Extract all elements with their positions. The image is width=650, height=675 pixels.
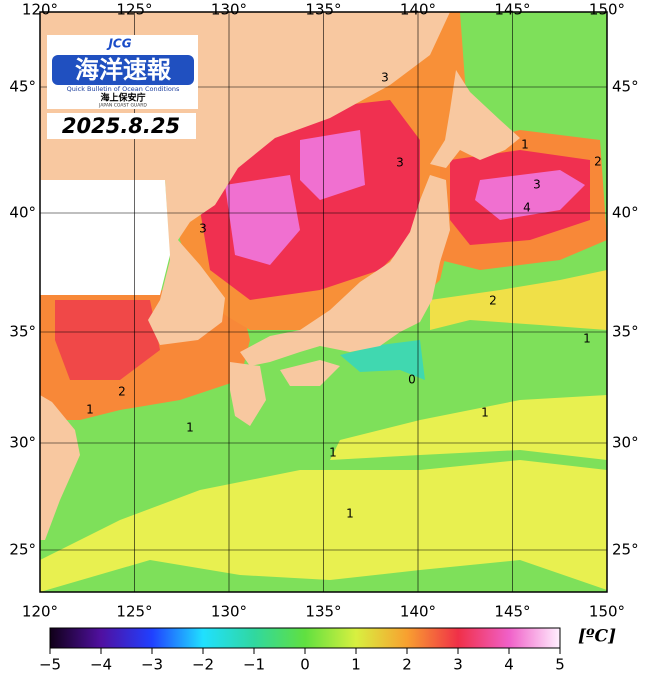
colorbar-tick-label: −4: [90, 656, 112, 674]
lat-label: 30°: [612, 434, 639, 452]
date: 2025.8.25: [62, 114, 180, 138]
lon-label: 135°: [305, 603, 341, 621]
sea-anomaly: [300, 130, 365, 200]
lat-label: 35°: [612, 323, 639, 341]
labels: 120°120°125°125°130°130°135°135°140°140°…: [9, 1, 638, 621]
land: [230, 362, 266, 426]
sea-anomaly: [430, 270, 607, 330]
lon-label: 125°: [116, 603, 152, 621]
contour-label: 1: [583, 332, 591, 346]
lon-label: 145°: [494, 1, 530, 19]
sea-anomaly: [55, 300, 160, 380]
sea-anomaly: [330, 395, 607, 460]
lon-label: 150°: [589, 1, 625, 19]
colorbar-tick-label: 0: [300, 656, 310, 674]
lat-label: 40°: [9, 204, 36, 222]
colorbar-tick-label: 3: [453, 656, 463, 674]
lon-label: 120°: [22, 603, 58, 621]
land: [430, 70, 520, 168]
lat-label: 25°: [612, 541, 639, 559]
contour-label: 3: [199, 222, 207, 236]
colorbar-tick-label: 2: [402, 656, 412, 674]
lon-label: 125°: [116, 1, 152, 19]
logo-title: 海洋速報: [75, 56, 172, 84]
logo-org-en: JAPAN COAST GUARD: [98, 103, 147, 109]
colorbar-tick-label: 4: [504, 656, 514, 674]
colorbar-tick-label: −2: [192, 656, 214, 674]
lon-label: 140°: [400, 603, 436, 621]
contour-label: 3: [533, 178, 541, 192]
contour-label: 4: [523, 201, 531, 215]
colorbar-unit: [ºC]: [578, 627, 616, 647]
contour-label: 0: [408, 373, 416, 387]
contour-label: 2: [489, 294, 497, 308]
contour-label: 2: [594, 155, 602, 169]
lon-label: 145°: [494, 603, 530, 621]
lon-label: 135°: [305, 1, 341, 19]
contour-label: 2: [118, 385, 126, 399]
land: [280, 360, 340, 386]
logo: JCG 海洋速報 Quick Bulletin of Ocean Conditi…: [47, 35, 198, 109]
contour-label: 1: [186, 421, 194, 435]
lat-label: 40°: [612, 204, 639, 222]
no-data: [40, 180, 170, 295]
contour-label: 1: [329, 446, 337, 460]
colorbar-tick-label: −3: [141, 656, 163, 674]
lon-label: 130°: [211, 1, 247, 19]
lat-label: 45°: [612, 78, 639, 96]
lon-label: 140°: [400, 1, 436, 19]
lat-label: 30°: [9, 434, 36, 452]
date-box: [47, 113, 196, 139]
logo-org: 海上保安庁: [100, 92, 145, 104]
contour-label: 1: [346, 507, 354, 521]
lon-label: 130°: [211, 603, 247, 621]
colorbar-tick-label: −1: [243, 656, 265, 674]
sea-anomaly: [475, 170, 585, 220]
logo-banner: [52, 55, 194, 85]
colorbar: [49, 627, 561, 649]
sea-anomaly: [225, 175, 300, 265]
lat-label: 25°: [9, 541, 36, 559]
sea-anomaly: [340, 340, 425, 380]
contour-label: 1: [521, 138, 529, 152]
contour-label: 1: [481, 406, 489, 420]
contour-label: 3: [396, 156, 404, 170]
lon-label: 150°: [589, 603, 625, 621]
colorbar-tick-label: −5: [39, 656, 61, 674]
colorbar-tick-label: 5: [555, 656, 565, 674]
colorbar-tick-label: 1: [351, 656, 361, 674]
lat-label: 45°: [9, 78, 36, 96]
land: [40, 395, 80, 540]
colorbar-ticks: −5 −4 −3 −2 −1 0 1 2 3 4 5: [39, 648, 565, 674]
contour-label: 3: [381, 71, 389, 85]
land: [240, 175, 450, 366]
contour-label: 1: [86, 403, 94, 417]
logo-subtitle: Quick Bulletin of Ocean Conditions: [67, 85, 180, 93]
lon-label: 120°: [22, 1, 58, 19]
logo-brand: JCG: [106, 37, 131, 51]
lat-label: 35°: [9, 323, 36, 341]
